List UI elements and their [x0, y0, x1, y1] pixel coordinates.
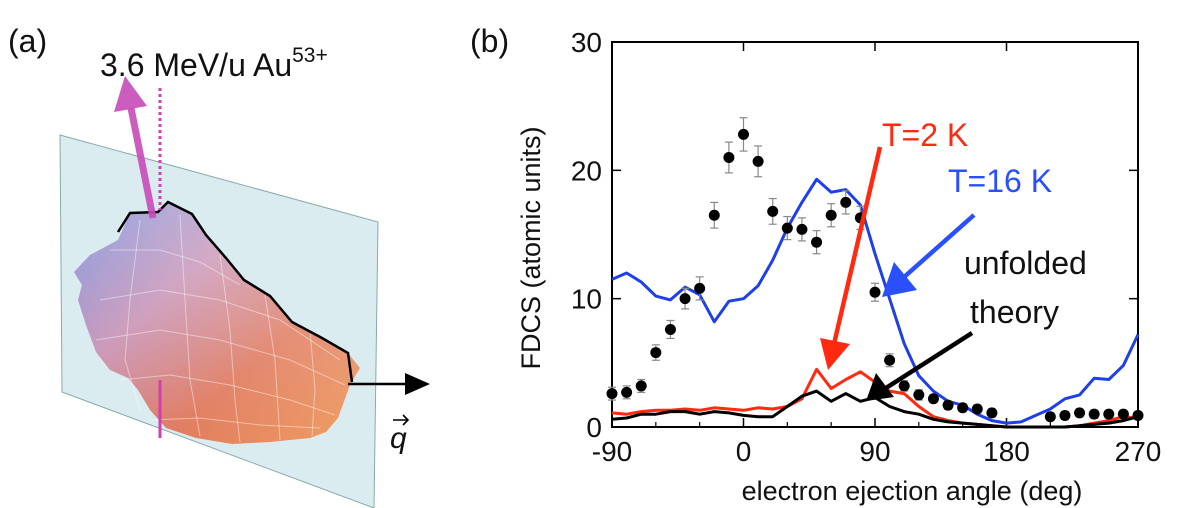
y-tick-label: 20	[571, 155, 602, 186]
data-point	[942, 399, 954, 411]
data-point	[869, 286, 881, 298]
panel-a-label: (a)	[8, 23, 47, 59]
theory-arrow-shaft	[884, 331, 974, 390]
projectile-arrow-shaft	[127, 107, 157, 219]
data-point	[825, 209, 837, 221]
data-point	[650, 347, 662, 359]
data-point	[811, 236, 823, 248]
x-axis-title: electron ejection angle (deg)	[742, 476, 1083, 506]
surface-highlight	[74, 202, 360, 444]
y-tick-labels: 0 10 20 30	[571, 27, 602, 443]
data-point	[927, 393, 939, 405]
x-tick-label: 180	[983, 436, 1030, 467]
data-point	[898, 380, 910, 392]
data-point	[738, 128, 749, 140]
data-point	[752, 155, 764, 167]
y-tick-label: 0	[586, 412, 602, 443]
data-point	[606, 388, 618, 400]
data-point	[840, 196, 852, 208]
t16k-arrow-head	[882, 262, 917, 297]
data-point	[1117, 408, 1129, 420]
plot-frame	[611, 41, 1139, 428]
q-vector-arrow-head	[405, 373, 430, 395]
data-point	[781, 222, 793, 234]
panel-b-label: (b)	[470, 23, 509, 59]
beam-label: 3.6 MeV/u Au53+	[100, 44, 328, 83]
vector-arrow-accent	[393, 414, 410, 426]
data-point	[1074, 407, 1086, 419]
x-tick-label: 0	[736, 436, 752, 467]
data-point	[884, 354, 896, 366]
data-point	[708, 209, 720, 221]
projectile-arrow-head	[114, 76, 147, 112]
data-point	[1103, 408, 1115, 420]
data-point	[971, 403, 983, 415]
data-point	[986, 407, 998, 419]
panel-a: (a) 3.6 MeV/u Au53+	[8, 23, 430, 508]
y-tick-label: 10	[571, 284, 602, 315]
x-tick-label: 270	[1115, 436, 1162, 467]
t16k-arrow-shaft	[901, 213, 976, 280]
data-point	[635, 380, 647, 392]
x-tick-label: -90	[592, 436, 632, 467]
data-point	[694, 282, 706, 294]
surface-outline	[116, 200, 354, 383]
axis-ticks	[611, 41, 1139, 428]
data-point	[957, 402, 969, 414]
x-tick-labels: -90 0 90 180 270	[592, 436, 1162, 467]
surface-mesh	[95, 214, 346, 443]
data-point	[1059, 409, 1071, 421]
y-axis-title: FDCS (atomic units)	[516, 126, 546, 369]
data-point	[1044, 411, 1056, 423]
data-point	[1088, 408, 1100, 420]
unfolded-label: unfolded	[964, 245, 1087, 281]
t2k-label: T=2 K	[882, 117, 968, 153]
theory-label: theory	[970, 294, 1059, 330]
theory-arrow-head	[866, 373, 894, 401]
y-tick-label: 30	[571, 27, 602, 58]
data-point	[664, 323, 676, 335]
data-point	[767, 205, 779, 217]
data-point	[1132, 409, 1144, 421]
q-vector-label: q	[390, 422, 407, 455]
data-point	[796, 223, 808, 235]
t2k-arrow-shaft	[831, 146, 883, 345]
t16k-label: T=16 K	[948, 163, 1052, 199]
x-tick-label: 90	[859, 436, 890, 467]
data-point	[679, 293, 691, 305]
data-point	[621, 386, 633, 398]
t2k-arrow-head	[820, 338, 850, 370]
data-point	[723, 152, 735, 163]
data-point	[913, 389, 925, 401]
